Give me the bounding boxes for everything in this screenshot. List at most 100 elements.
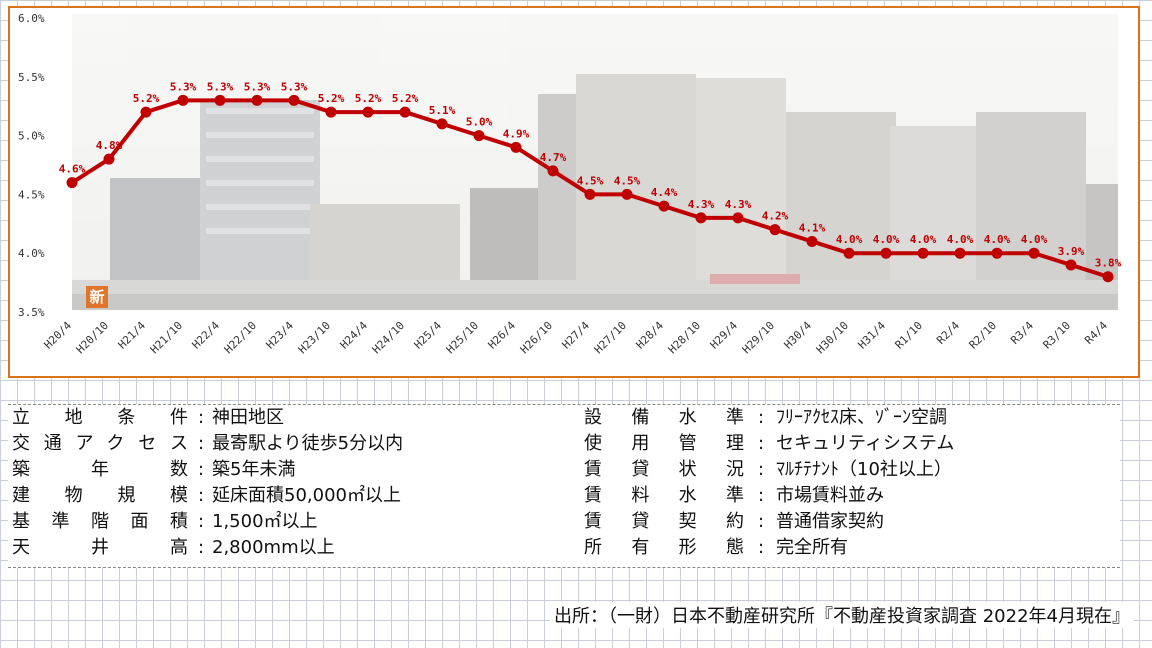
condition-row: 使用管理 : セキュリティシステム xyxy=(580,431,1120,457)
data-point xyxy=(325,106,337,118)
data-label: 5.3% xyxy=(281,80,308,93)
data-point xyxy=(288,94,300,106)
data-label: 5.2% xyxy=(392,92,419,105)
condition-key: 賃料水準 xyxy=(584,485,744,506)
data-label: 4.0% xyxy=(984,233,1011,246)
property-conditions-table: 立地条件 : 神田地区 交通アクセス : 最寄駅より徒歩5分以内 築年数 : 築… xyxy=(8,404,1120,568)
condition-value: 2,800mm以上 xyxy=(212,537,335,558)
data-point xyxy=(621,188,633,200)
condition-key: 所有形態 xyxy=(584,537,744,558)
data-label: 5.3% xyxy=(207,80,234,93)
x-tick-label: H26/10 xyxy=(518,319,555,356)
condition-key: 建物規模 xyxy=(12,485,188,506)
data-point xyxy=(362,106,374,118)
data-point xyxy=(769,224,781,236)
condition-value: ﾏﾙﾁﾃﾅﾝﾄ（10社以上） xyxy=(776,459,952,480)
condition-row: 設備水準 : ﾌﾘｰｱｸｾｽ床、ｿﾞｰﾝ空調 xyxy=(580,405,1120,431)
data-label: 4.8% xyxy=(96,139,123,152)
data-point xyxy=(66,177,78,189)
condition-key: 天井高 xyxy=(12,537,188,558)
x-tick-label: R4/4 xyxy=(1082,319,1110,347)
data-label: 4.2% xyxy=(762,210,789,223)
y-tick-label: 5.0% xyxy=(18,130,45,143)
x-tick-label: H29/4 xyxy=(708,319,741,352)
condition-row: 賃貸状況 : ﾏﾙﾁﾃﾅﾝﾄ（10社以上） xyxy=(580,457,1120,483)
data-point xyxy=(399,106,411,118)
condition-separator: : xyxy=(757,511,765,532)
data-label: 4.4% xyxy=(651,186,678,199)
condition-value: 市場賃料並み xyxy=(776,485,884,506)
x-tick-label: H27/4 xyxy=(560,319,593,352)
condition-value: 普通借家契約 xyxy=(776,511,884,532)
x-tick-label: H23/10 xyxy=(296,319,333,356)
condition-separator: : xyxy=(197,433,205,454)
x-tick-label: H30/10 xyxy=(814,319,851,356)
data-point xyxy=(510,141,522,153)
x-tick-label: H20/4 xyxy=(42,319,75,352)
chart-frame: 3.5% 4.0% 4.5% 5.0% 5.5% 6.0% H20/4 H20/10 H21/… xyxy=(8,6,1140,378)
y-tick-label: 3.5% xyxy=(18,306,45,319)
data-label: 4.0% xyxy=(947,233,974,246)
data-point xyxy=(473,130,485,142)
data-label: 5.2% xyxy=(355,92,382,105)
x-tick-label: H27/10 xyxy=(592,319,629,356)
condition-separator: : xyxy=(197,511,205,532)
condition-row: 基準階面積 : 1,500㎡以上 xyxy=(8,509,568,535)
condition-key: 築年数 xyxy=(12,459,188,480)
condition-key: 立地条件 xyxy=(12,407,188,428)
y-tick-label: 4.5% xyxy=(18,188,45,201)
data-point xyxy=(140,106,152,118)
x-tick-label: H28/10 xyxy=(666,319,703,356)
condition-separator: : xyxy=(757,459,765,480)
condition-separator: : xyxy=(757,433,765,454)
condition-key: 設備水準 xyxy=(584,407,744,428)
data-label: 4.3% xyxy=(688,198,715,211)
data-label: 4.9% xyxy=(503,127,530,140)
condition-separator: : xyxy=(757,485,765,506)
condition-value: 築5年未満 xyxy=(212,459,296,480)
source-note: 出所：（一財）日本不動産研究所『不動産投資家調査 2022年4月現在』 xyxy=(550,602,1134,628)
condition-separator: : xyxy=(197,485,205,506)
data-label: 4.0% xyxy=(1021,233,1048,246)
condition-value: 神田地区 xyxy=(212,407,284,428)
data-point xyxy=(251,94,263,106)
data-point xyxy=(880,247,892,259)
data-point xyxy=(1028,247,1040,259)
series-cap-rate xyxy=(66,94,1114,283)
background-photo xyxy=(72,14,1118,310)
data-label: 5.3% xyxy=(244,80,271,93)
x-tick-label: H21/10 xyxy=(148,319,185,356)
x-tick-label: H25/10 xyxy=(444,319,481,356)
data-label: 5.0% xyxy=(466,116,493,129)
x-tick-label: H31/4 xyxy=(856,319,889,352)
data-label: 4.0% xyxy=(910,233,937,246)
condition-row: 賃料水準 : 市場賃料並み xyxy=(580,483,1120,509)
condition-key: 使用管理 xyxy=(584,433,744,454)
condition-value: セキュリティシステム xyxy=(776,433,955,454)
data-point xyxy=(103,153,115,165)
data-point xyxy=(1102,271,1114,283)
data-point xyxy=(547,165,559,177)
data-label: 4.6% xyxy=(59,163,86,176)
condition-row: 交通アクセス : 最寄駅より徒歩5分以内 xyxy=(8,431,568,457)
x-axis: H20/4 H20/10 H21/4 H21/10 H22/4 H22/10 H23/4 H2… xyxy=(42,319,1111,357)
condition-key: 基準階面積 xyxy=(12,511,188,532)
x-tick-label: H24/10 xyxy=(370,319,407,356)
condition-key: 賃貸契約 xyxy=(584,511,744,532)
x-tick-label: R2/4 xyxy=(934,319,962,347)
data-labels: 4.6% 4.8% 5.2% 5.3% 5.3% 5.3% 5.3% 5.2% 5.2% 5.2%… xyxy=(59,80,1122,269)
data-label: 4.0% xyxy=(873,233,900,246)
conditions-left-column: 立地条件 : 神田地区 交通アクセス : 最寄駅より徒歩5分以内 築年数 : 築… xyxy=(8,405,568,561)
data-label: 5.2% xyxy=(133,92,160,105)
x-tick-label: R3/4 xyxy=(1008,319,1036,347)
condition-row: 賃貸契約 : 普通借家契約 xyxy=(580,509,1120,535)
x-tick-label: H23/4 xyxy=(264,319,297,352)
data-label: 5.2% xyxy=(318,92,345,105)
data-label: 5.3% xyxy=(170,80,197,93)
condition-row: 立地条件 : 神田地区 xyxy=(8,405,568,431)
condition-row: 天井高 : 2,800mm以上 xyxy=(8,535,568,561)
data-point xyxy=(806,235,818,247)
x-tick-label: H22/10 xyxy=(222,319,259,356)
condition-value: 最寄駅より徒歩5分以内 xyxy=(212,433,404,454)
x-tick-label: H26/4 xyxy=(486,319,519,352)
